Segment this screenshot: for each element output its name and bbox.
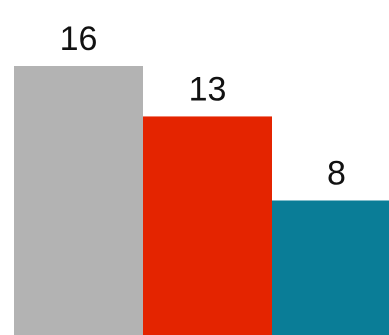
data-label-3: 8 <box>327 155 346 193</box>
data-label-2: 13 <box>189 70 227 108</box>
data-label-1: 16 <box>60 20 98 58</box>
bar-3 <box>272 200 389 335</box>
bar-2 <box>143 116 272 335</box>
data-labels-group: 16 13 8 <box>60 20 346 193</box>
bar-1 <box>14 66 143 335</box>
bars-group <box>14 66 389 335</box>
